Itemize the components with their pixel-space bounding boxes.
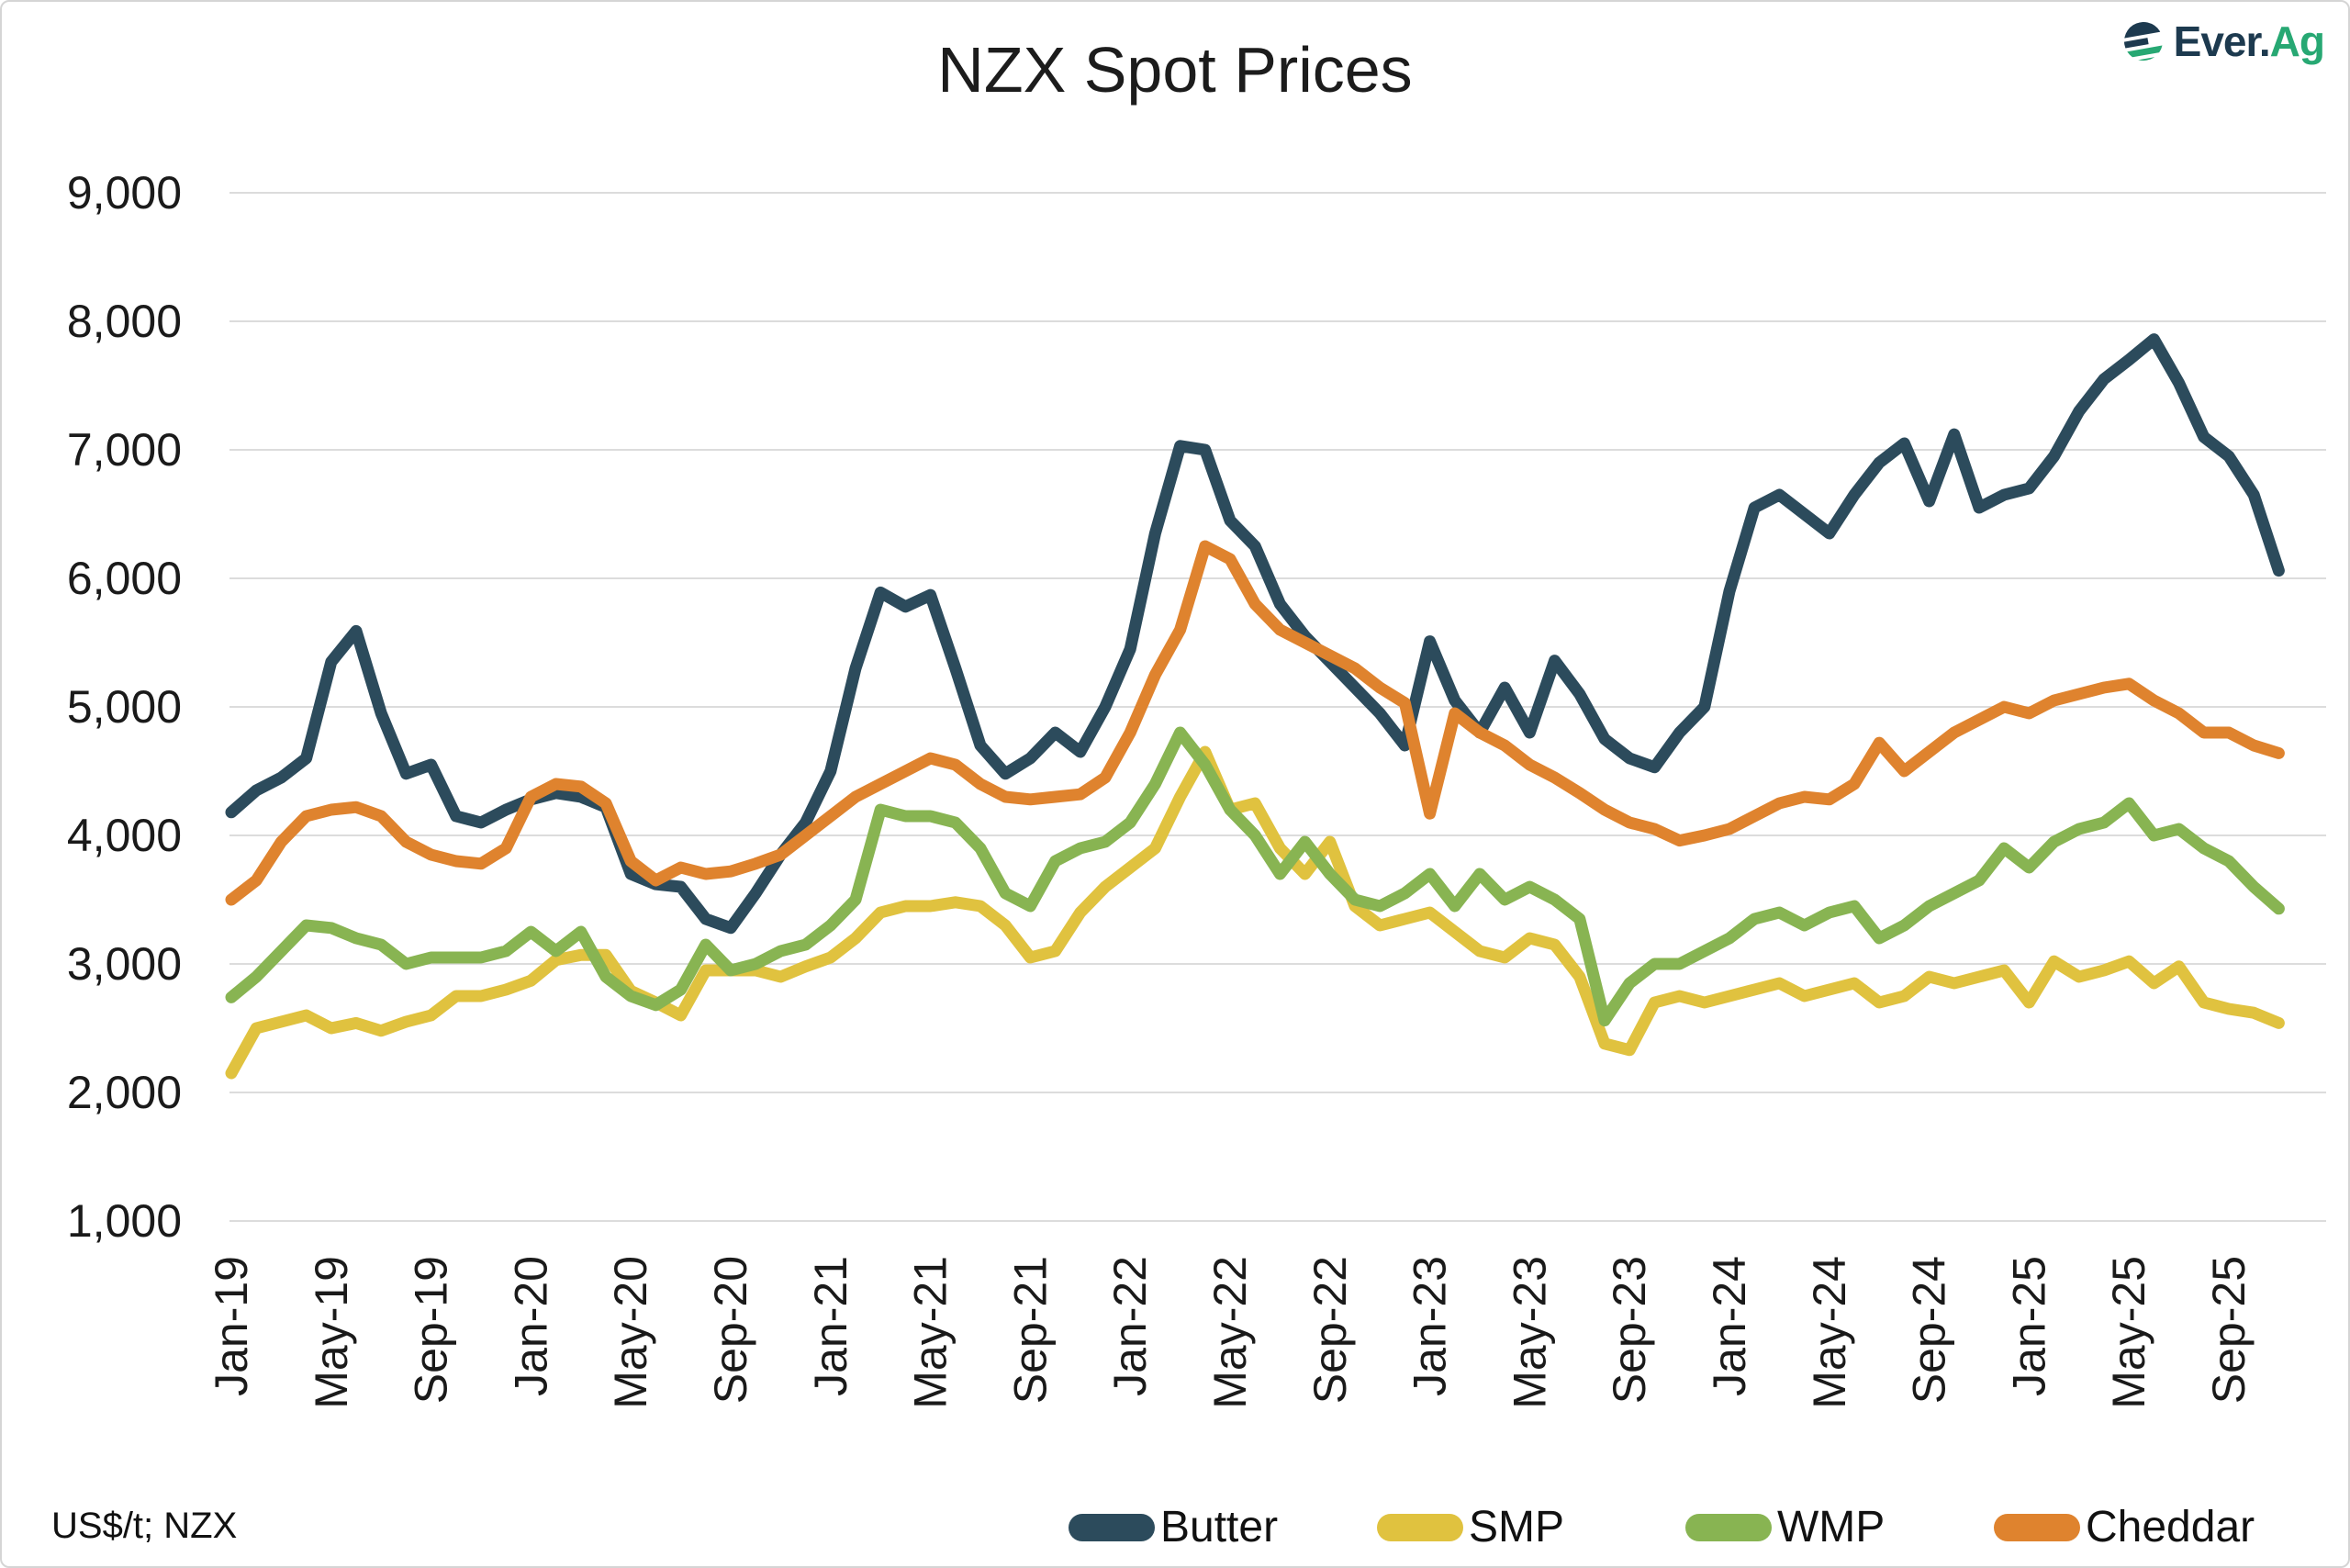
logo-brand-accent: Ag <box>2269 17 2325 65</box>
y-axis-tick-label: 7,000 <box>67 424 182 476</box>
y-axis-tick-label: 2,000 <box>67 1067 182 1118</box>
x-axis-tick-label: Sep-22 <box>1304 1256 1356 1404</box>
x-axis-tick-label: Jan-20 <box>505 1256 556 1396</box>
x-axis-tick-label: Sep-19 <box>406 1256 457 1404</box>
legend-item-smp: SMP <box>1377 1502 1685 1552</box>
y-axis-tick-label: 6,000 <box>67 553 182 604</box>
legend-swatch-wmp <box>1685 1513 1772 1541</box>
unit-note: US$/t; NZX <box>51 1506 238 1546</box>
legend-swatch-butter <box>1069 1513 1155 1541</box>
chart-legend: Butter SMP WMP Cheddar <box>1069 1502 2255 1552</box>
y-axis-tick-label: 9,000 <box>67 167 182 218</box>
legend-item-butter: Butter <box>1069 1502 1377 1552</box>
legend-label-smp: SMP <box>1469 1503 1565 1551</box>
series-line-butter <box>225 333 2285 935</box>
legend-item-cheddar: Cheddar <box>1994 1502 2255 1552</box>
x-axis-tick-label: May-21 <box>905 1256 957 1409</box>
everag-logo-text: Ever.Ag <box>2173 17 2325 66</box>
series-line-cheddar <box>225 540 2285 906</box>
legend-swatch-smp <box>1377 1513 1463 1541</box>
legend-label-wmp: WMP <box>1777 1503 1886 1551</box>
x-axis-tick-label: Jan-25 <box>2003 1256 2054 1396</box>
everag-logo-icon <box>2121 18 2165 64</box>
x-axis-tick-label: Sep-20 <box>705 1256 756 1404</box>
series-line-wmp <box>225 726 2285 1027</box>
x-axis-tick-label: May-20 <box>605 1256 656 1409</box>
x-axis-tick-label: Sep-21 <box>1004 1256 1056 1404</box>
x-axis-tick-label: Jan-23 <box>1404 1256 1456 1396</box>
x-axis-tick-label: May-19 <box>306 1256 357 1409</box>
x-axis-tick-label: Jan-24 <box>1704 1256 1755 1396</box>
series-line-smp <box>225 745 2285 1080</box>
legend-label-cheddar: Cheddar <box>2086 1503 2255 1551</box>
x-axis-tick-label: May-22 <box>1204 1256 1256 1409</box>
y-axis-tick-label: 3,000 <box>67 938 182 990</box>
y-axis-tick-label: 8,000 <box>67 296 182 347</box>
logo-brand-primary: Ever. <box>2173 17 2271 65</box>
legend-label-butter: Butter <box>1160 1503 1279 1551</box>
legend-swatch-cheddar <box>1994 1513 2080 1541</box>
y-axis-tick-label: 1,000 <box>67 1195 182 1247</box>
x-axis-tick-label: Jan-19 <box>206 1256 257 1396</box>
x-axis-tick-label: Jan-22 <box>1104 1256 1156 1396</box>
x-axis-tick-label: May-23 <box>1504 1256 1555 1409</box>
legend-item-wmp: WMP <box>1685 1502 1994 1552</box>
y-axis-tick-label: 5,000 <box>67 681 182 733</box>
y-axis-tick-label: 4,000 <box>67 810 182 861</box>
x-axis-tick-label: Sep-24 <box>1904 1256 1955 1404</box>
everag-logo: Ever.Ag <box>2121 17 2325 66</box>
x-axis-tick-label: May-24 <box>1804 1256 1855 1409</box>
x-axis-tick-label: May-25 <box>2103 1256 2154 1409</box>
page-title: NZX Spot Prices <box>937 34 1413 106</box>
x-axis-tick-label: Sep-25 <box>2203 1256 2255 1404</box>
x-axis-tick-label: Jan-21 <box>805 1256 856 1396</box>
x-axis-tick-label: Sep-23 <box>1604 1256 1655 1404</box>
